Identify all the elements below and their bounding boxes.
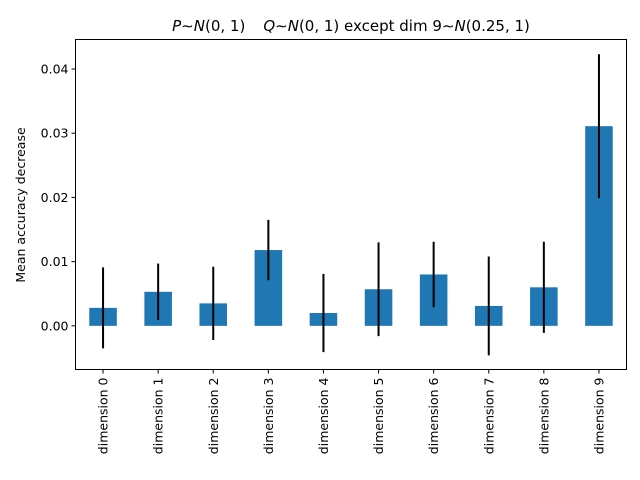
x-tick-label-0: dimension 0 [96,377,111,454]
title-sim-2: ∼ [275,17,288,35]
title-p-dist: N [194,17,205,35]
plot-frame [75,39,627,370]
y-tick-label-4: 0.04 [41,62,69,77]
x-axis: dimension 0 dimension 1 dimension 2 dimensi… [96,369,606,455]
y-axis: 0.00 0.01 0.02 0.03 0.04 [41,62,76,333]
title-p-args: (0, 1) [205,17,245,35]
x-tick-label-4: dimension 4 [316,377,331,454]
bars-layer [89,126,613,326]
x-tick-label-5: dimension 5 [371,378,386,455]
x-tick-label-7: dimension 7 [481,378,496,455]
title-sim-1: ∼ [181,17,194,35]
title-p: P [172,17,182,35]
title-q-dist: N [288,17,299,35]
chart-title: P∼N(0, 1) Q∼N(0, 1) except dim 9∼N(0.25, … [172,17,530,35]
y-tick-label-3: 0.03 [41,126,69,141]
title-sim-3: ∼ [442,17,455,35]
title-except: except dim 9 [339,17,442,35]
title-q: Q [263,17,275,35]
x-tick-label-9: dimension 9 [591,377,606,454]
x-tick-label-8: dimension 8 [536,377,551,454]
x-tick-label-3: dimension 3 [261,378,276,455]
title-dim9-dist: N [454,17,465,35]
y-tick-label-1: 0.01 [41,254,69,269]
y-tick-label-2: 0.02 [41,190,69,205]
x-tick-label-2: dimension 2 [206,378,221,455]
error-bars-layer [102,54,600,356]
title-q-args: (0, 1) [299,17,339,35]
title-dim9-args: (0.25, 1) [466,17,530,35]
x-tick-label-6: dimension 6 [426,377,441,454]
y-tick-label-0: 0.00 [41,318,69,333]
y-axis-label: Mean accuracy decrease [13,127,28,283]
x-tick-label-1: dimension 1 [151,378,166,455]
